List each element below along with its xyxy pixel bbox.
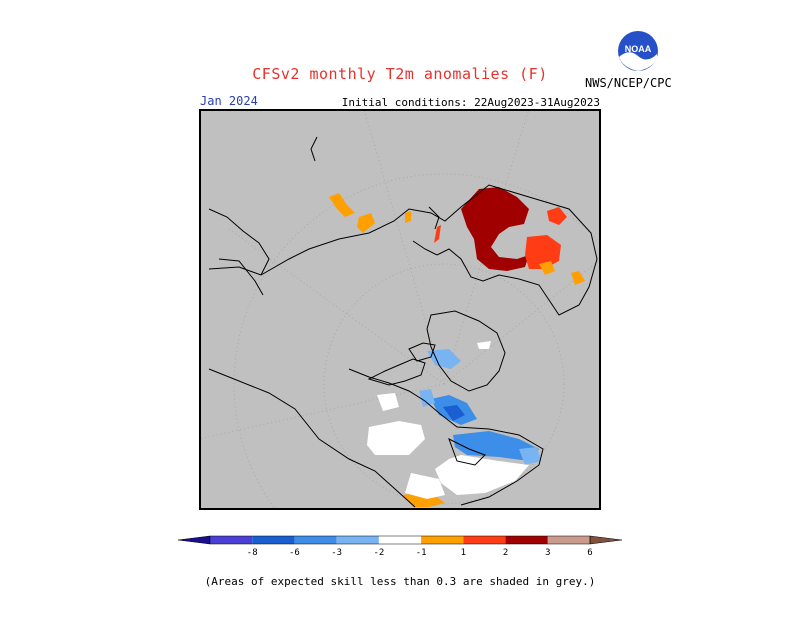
colorbar-box: [336, 536, 379, 544]
anomaly-region-blue-hudson: [453, 431, 539, 461]
colorbar-arrow-high: [589, 535, 623, 545]
colorbar-tick-label: 2: [503, 548, 508, 558]
colorbar-box: [547, 536, 590, 544]
colorbar-arrow-low: [177, 535, 211, 545]
anomaly-region-red-east: [547, 207, 567, 225]
anomaly-map: [199, 109, 601, 510]
coast-europe: [208, 208, 270, 296]
valid-month-label: Jan 2024: [200, 94, 258, 108]
anomaly-region-light-blue-quebec: [519, 447, 541, 465]
coastlines: [208, 136, 598, 508]
colorbar-box: [505, 536, 548, 544]
colorbar-tick-label: -6: [289, 548, 300, 558]
colorbar-box: [252, 536, 295, 544]
colorbar-box: [294, 536, 337, 544]
anomaly-region-red: [525, 235, 561, 269]
anomaly-region-light-blue-arctic: [419, 389, 435, 407]
anomaly-region-orange-scandinavia: [357, 213, 375, 233]
organization-label: NWS/NCEP/CPC: [585, 76, 672, 90]
colorbar-tick-label: -1: [416, 548, 427, 558]
skill-note: (Areas of expected skill less than 0.3 a…: [204, 575, 596, 588]
anomaly-region-red-small: [434, 225, 441, 243]
near-normal-alaska: [377, 393, 399, 411]
logo-text: NOAA: [625, 44, 652, 54]
anomaly-region-orange-kara: [405, 211, 411, 223]
colorbar-box: [463, 536, 506, 544]
colorbar-tick-label: 3: [545, 548, 550, 558]
anomaly-region-orange-east: [571, 271, 585, 285]
noaa-logo: NOAA: [618, 31, 658, 71]
anomaly-region-orange-svalbard: [329, 193, 355, 217]
colorbar-tick-label: -3: [331, 548, 342, 558]
coast-arctic-islands: [367, 342, 436, 386]
anomaly-region-dark-red: [461, 187, 529, 271]
coast-eurasia: [208, 184, 598, 316]
colorbar-box: [210, 536, 253, 544]
map-frame: [199, 109, 601, 510]
map-graticule: [199, 109, 601, 510]
near-normal-canada: [367, 421, 425, 455]
coast-greenland: [426, 310, 506, 392]
colorbar-tick-label: -8: [247, 548, 258, 558]
cold-anomaly-north-america: [419, 349, 541, 465]
colorbar-box: [421, 536, 464, 544]
near-normal-areas: [367, 341, 529, 499]
coast-hudson-bay: [448, 437, 486, 466]
anomaly-region-orange: [539, 261, 555, 275]
anomaly-region-light-blue: [427, 349, 461, 369]
colorbar-tick-label: -2: [373, 548, 384, 558]
colorbar-tick-label: 1: [461, 548, 466, 558]
near-normal-greenland: [477, 341, 491, 349]
colorbar-outline: [209, 535, 591, 545]
coast-novaya-zemlya: [310, 136, 440, 230]
warm-anomaly-asia: [405, 187, 585, 285]
near-normal-us-west: [405, 473, 445, 499]
colorbar-tick-label: 6: [587, 548, 592, 558]
anomaly-region-dark-blue: [443, 405, 465, 421]
chart-title: CFSv2 monthly T2m anomalies (F): [252, 65, 548, 83]
colorbar: -8-6-3-2-112368: [177, 535, 630, 558]
initial-conditions-label: Initial conditions: 22Aug2023-31Aug2023: [341, 96, 600, 109]
colorbar-box: [378, 536, 422, 544]
near-normal-east-canada: [435, 455, 529, 495]
